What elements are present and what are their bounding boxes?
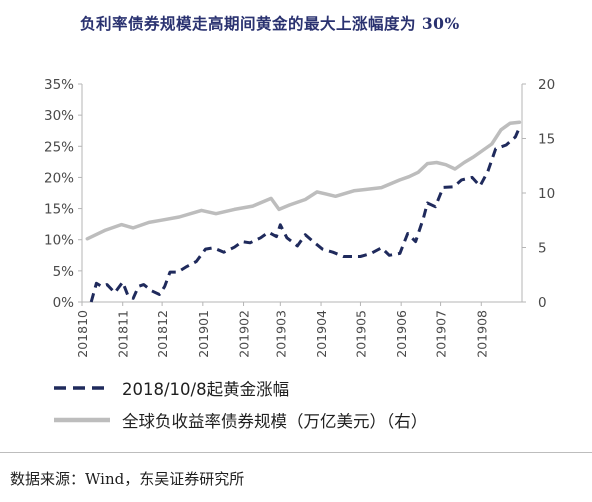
plot-series [85,120,522,303]
divider [0,452,592,453]
left-tick-label: 10% [44,233,74,249]
right-tick-label: 15 [538,132,555,148]
x-tick-label: 201905 [353,310,368,358]
left-tick-label: 5% [53,264,75,280]
x-tick-label: 201812 [155,310,170,358]
chart-title: 负利率债券规模走高期间黄金的最大上涨幅度为 30% [80,14,460,33]
left-y-axis: 0% 5% 10% 15% 20% 25% 30% 35% [44,77,83,311]
source-note: 数据来源：Wind，东吴证券研究所 [10,470,245,488]
x-tick-label: 201906 [394,310,409,358]
legend-label-debt: 全球负收益率债券规模（万亿美元）（右） [122,412,428,431]
left-tick-label: 15% [44,202,74,218]
x-tick-label: 201904 [314,310,329,358]
x-tick-label: 201811 [116,310,131,358]
left-tick-label: 20% [44,170,74,186]
x-tick-label: 201902 [237,310,252,358]
legend-swatch-debt [54,417,110,423]
legend-item-gold: 2018/10/8起黄金涨幅 [52,376,289,400]
series-line-debt [85,120,522,241]
left-tick-label: 25% [44,139,74,155]
left-tick-label: 30% [44,108,74,124]
legend-swatch-gold [54,386,110,390]
right-y-axis: 0 5 10 15 20 [521,77,555,311]
x-tick-label: 201908 [474,310,489,358]
right-tick-label: 20 [538,77,555,93]
legend-item-debt: 全球负收益率债券规模（万亿美元）（右） [52,408,427,432]
left-tick-label: 0% [53,295,75,311]
right-tick-label: 0 [538,295,547,311]
series-line-gold [89,127,521,303]
x-tick-label: 201907 [434,310,449,358]
legend-label-gold: 2018/10/8起黄金涨幅 [122,380,290,399]
left-tick-label: 35% [44,77,74,93]
x-axis: 201810 201811 201812 201901 201902 201903 2019… [75,301,522,358]
x-tick-label: 201903 [273,310,288,358]
x-tick-label: 201810 [75,310,90,358]
right-tick-label: 5 [538,241,547,257]
right-tick-label: 10 [538,186,555,202]
x-tick-label: 201901 [196,310,211,358]
